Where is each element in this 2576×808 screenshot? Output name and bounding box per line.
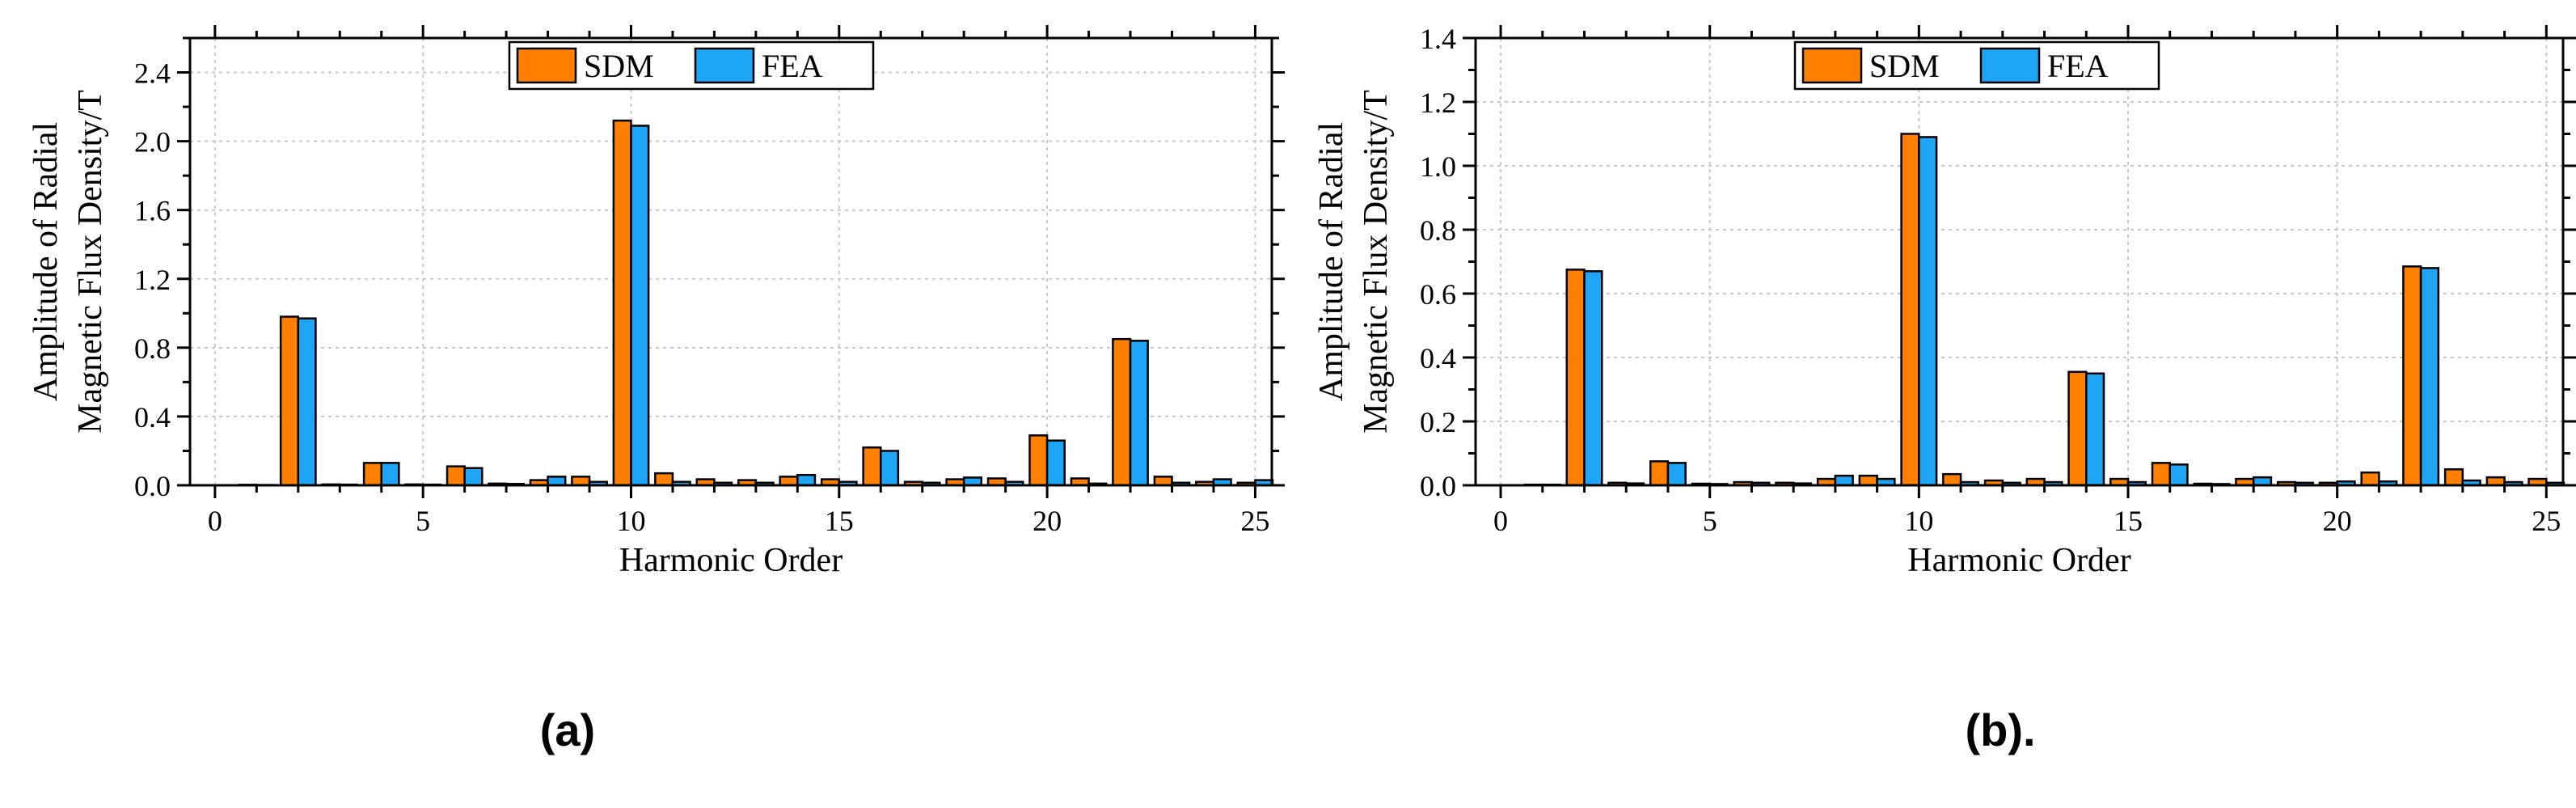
x-tick-label: 5	[1703, 505, 1717, 537]
bar-sdm-order-10	[612, 119, 632, 487]
x-tick-label: 10	[616, 505, 645, 537]
bar-fea-order-2	[1583, 270, 1603, 487]
legend-swatch-fea	[694, 47, 755, 84]
bar-fea-order-22	[2419, 267, 2440, 487]
bar-sdm-order-2	[279, 315, 300, 487]
bar-sdm-order-10	[1900, 133, 1920, 487]
bar-fea-order-14	[2085, 372, 2105, 487]
bar-sdm-order-11	[654, 472, 674, 487]
bar-sdm-order-11	[1942, 472, 1962, 487]
y-tick-label: 1.6	[134, 195, 171, 227]
bar-fea-order-20	[1045, 439, 1066, 487]
plot-frame	[1474, 36, 2565, 487]
bar-sdm-order-14	[779, 476, 799, 487]
y-tick-label: 0.4	[1420, 342, 1456, 374]
bar-fea-order-6	[463, 467, 484, 487]
legend: SDM FEA	[1793, 40, 2160, 91]
y-tick-label: 0.0	[134, 470, 171, 502]
legend-swatch-fea	[1979, 47, 2041, 84]
bar-fea-order-2	[297, 317, 317, 487]
x-tick-label: 25	[1240, 505, 1269, 537]
x-tick-label: 15	[825, 505, 854, 537]
bar-fea-order-14	[796, 473, 817, 487]
legend-label-sdm: SDM	[584, 48, 654, 84]
bar-sdm-order-22	[1112, 337, 1132, 487]
y-axis-title-line1: Amplitude of Radial	[27, 122, 65, 401]
panel-caption: (b).	[1965, 704, 2035, 755]
bar-sdm-order-4	[362, 462, 382, 487]
x-tick-label: 20	[2323, 505, 2352, 537]
panel-caption: (a)	[540, 704, 595, 755]
bar-sdm-order-14	[2067, 370, 2088, 487]
bar-sdm-order-23	[1153, 476, 1173, 487]
bar-fea-order-10	[1918, 136, 1938, 487]
bar-sdm-order-4	[1649, 460, 1670, 487]
bar-sdm-order-22	[2402, 265, 2422, 487]
x-tick-label: 0	[1493, 505, 1508, 537]
y-tick-label: 0.2	[1420, 406, 1456, 438]
y-tick-label: 1.0	[1420, 150, 1456, 183]
x-tick-label: 10	[1904, 505, 1933, 537]
x-tick-label: 25	[2532, 505, 2561, 537]
plot-frame	[188, 36, 1273, 487]
bar-fea-order-4	[1666, 462, 1687, 487]
y-tick-label: 2.4	[134, 57, 171, 90]
bar-sdm-order-21	[2360, 471, 2380, 487]
bar-fea-order-16	[880, 450, 900, 487]
y-axis-title-line2: Magnetic Flux Density/T	[72, 90, 109, 434]
chart-panel-a: 0 5 10 15 20 25 0.0 0.4 0.8 1.2 1.6 2.0 2.4 Harmonic …	[27, 25, 1285, 755]
y-tick-label: 0.8	[134, 332, 171, 365]
y-tick-label: 1.2	[134, 264, 171, 296]
bar-sdm-order-2	[1565, 269, 1586, 487]
chart-panel-b: 0 5 10 15 20 25 0.0 0.2 0.4 0.6 0.8 1.0 1.2 1.4 Harmon…	[1313, 23, 2576, 755]
x-axis-title: Harmonic Order	[1907, 542, 2130, 579]
y-tick-label: 0.8	[1420, 214, 1456, 247]
legend-label-fea: FEA	[2047, 48, 2109, 84]
bar-sdm-order-16	[862, 446, 882, 487]
bar-fea-order-16	[2168, 463, 2189, 487]
y-tick-label: 0.6	[1420, 278, 1456, 311]
x-tick-label: 15	[2114, 505, 2143, 537]
y-tick-label: 0.0	[1420, 470, 1456, 502]
y-tick-label: 1.2	[1420, 87, 1456, 119]
y-tick-label: 2.0	[134, 126, 171, 159]
legend: SDM FEA	[508, 40, 875, 91]
y-tick-label: 0.4	[134, 401, 171, 434]
bar-sdm-order-9	[571, 476, 591, 487]
legend-swatch-sdm	[1801, 47, 1863, 84]
y-tick-label: 1.4	[1420, 23, 1456, 55]
bar-fea-order-4	[380, 462, 400, 487]
bar-sdm-order-9	[1858, 474, 1878, 487]
y-axis-title-line2: Magnetic Flux Density/T	[1358, 90, 1395, 434]
bar-fea-order-8	[1834, 474, 1854, 487]
bar-sdm-order-20	[1028, 434, 1049, 487]
bar-sdm-order-23	[2443, 468, 2464, 487]
legend-label-fea: FEA	[762, 48, 823, 84]
bar-fea-order-10	[630, 125, 650, 487]
bar-fea-order-22	[1129, 340, 1149, 487]
y-axis-title-line1: Amplitude of Radial	[1313, 122, 1350, 401]
x-axis-title: Harmonic Order	[619, 542, 842, 579]
x-tick-label: 20	[1033, 505, 1062, 537]
bar-sdm-order-6	[446, 465, 466, 487]
bar-fea-order-8	[547, 476, 567, 487]
x-tick-label: 5	[416, 505, 430, 537]
legend-label-sdm: SDM	[1869, 48, 1940, 84]
bar-sdm-order-16	[2151, 462, 2171, 487]
legend-swatch-sdm	[516, 47, 577, 84]
x-tick-label: 0	[208, 505, 222, 537]
